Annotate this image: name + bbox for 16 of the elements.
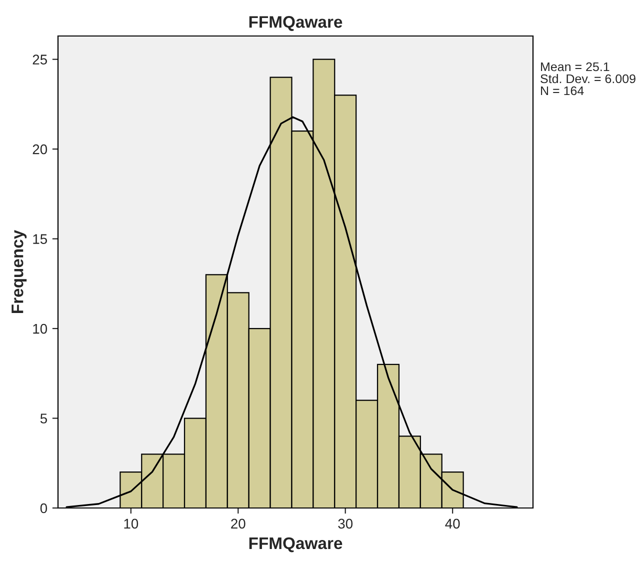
chart-title: FFMQaware: [249, 16, 342, 31]
y-tick-label: 20: [32, 144, 48, 154]
text: Std. Dev. = 6.009: [540, 74, 636, 84]
x-tick-label: 40: [445, 518, 460, 529]
x-axis-title: FFMQaware: [249, 537, 342, 552]
text: N = 164: [541, 86, 584, 96]
x-tick-label: 10: [124, 518, 138, 529]
y-tick-label: 10: [33, 324, 48, 334]
text: Mean = 25.1: [541, 62, 610, 72]
x-tick-label: 30: [338, 518, 353, 529]
y-axis-title: Frequency: [12, 230, 27, 314]
y-tick-label: 0: [40, 503, 48, 514]
y-tick-label: 5: [40, 414, 47, 424]
y-tick-label: 15: [33, 234, 48, 244]
x-tick-label: 20: [231, 518, 246, 529]
y-tick-label: 25: [32, 54, 48, 64]
